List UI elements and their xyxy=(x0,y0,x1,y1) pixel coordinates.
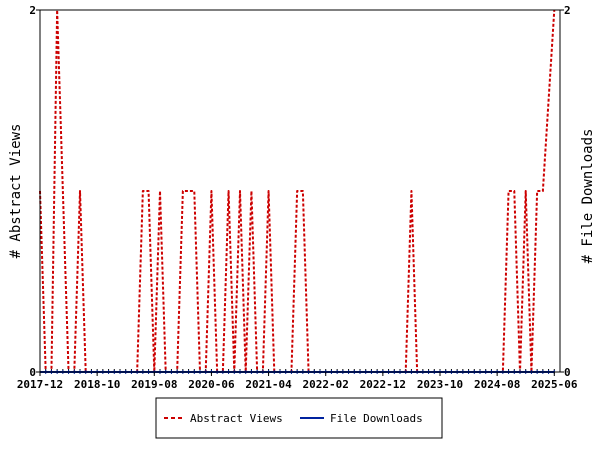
series-line-abstract-views xyxy=(39,9,556,373)
legend: Abstract Views File Downloads xyxy=(155,397,443,439)
x-tick-label: 2023-10 xyxy=(417,378,463,391)
x-tick-label: 2018-10 xyxy=(74,378,120,391)
y2-tick-label: 2 xyxy=(564,4,571,17)
y2-axis-title: # File Downloads xyxy=(580,129,596,264)
x-tick-label: 2022-12 xyxy=(360,378,406,391)
x-tick-label: 2019-08 xyxy=(131,378,177,391)
legend-label-file-downloads: File Downloads xyxy=(330,412,423,425)
x-tick-label: 2021-04 xyxy=(245,378,292,391)
series-layer xyxy=(39,9,556,374)
y-axis: 0 2 0 2 xyxy=(29,4,570,379)
y2-tick-label: 0 xyxy=(564,366,571,379)
y-tick-label: 2 xyxy=(29,4,36,17)
x-tick-label: 2020-06 xyxy=(188,378,235,391)
x-tick-label: 2025-06 xyxy=(531,378,578,391)
legend-label-abstract-views: Abstract Views xyxy=(190,412,283,425)
x-tick-label: 2024-08 xyxy=(474,378,520,391)
plot-area-frame xyxy=(39,9,561,373)
x-axis: 2017-12 2018-10 2019-08 2020-06 2021-04 2022-… xyxy=(17,372,578,391)
x-tick-label: 2017-12 xyxy=(17,378,63,391)
x-tick-label: 2022-02 xyxy=(303,378,349,391)
y-axis-title: # Abstract Views xyxy=(8,124,24,259)
legend-frame xyxy=(155,397,443,439)
y-tick-label: 0 xyxy=(29,366,36,379)
